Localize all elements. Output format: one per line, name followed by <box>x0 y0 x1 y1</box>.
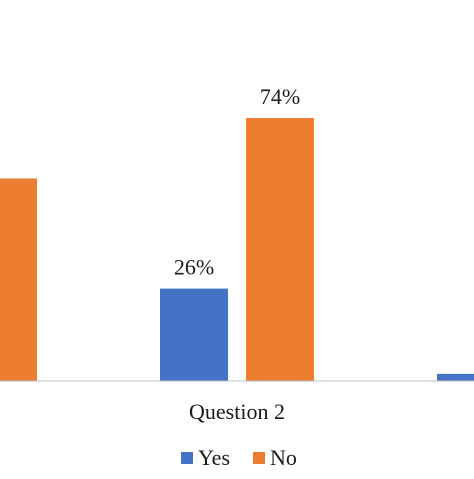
legend-swatch-no <box>253 452 265 464</box>
legend-swatch-yes <box>181 452 193 464</box>
data-labels-layer: 26% 74% <box>174 84 300 280</box>
bar-yes-1 <box>160 288 228 381</box>
x-tick-label-1: Question 2 <box>189 399 285 424</box>
bar-no-1 <box>246 118 314 381</box>
legend-label-yes: Yes <box>198 445 230 470</box>
data-label-yes-1: 26% <box>174 255 214 280</box>
legend: Yes No <box>181 445 297 470</box>
legend-label-no: No <box>270 445 297 470</box>
bar-yes-2 <box>437 373 474 381</box>
data-label-no-1: 74% <box>260 84 300 109</box>
bars-layer <box>0 118 474 381</box>
bar-no-0 <box>0 178 37 381</box>
x-tick-labels-layer: Question 2 <box>189 399 285 424</box>
